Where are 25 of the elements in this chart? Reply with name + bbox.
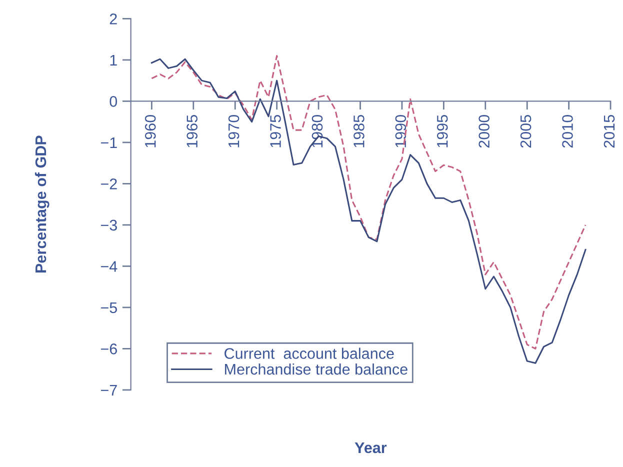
x-tick-label: 2000 — [478, 114, 490, 148]
y-tick-label: 2 — [110, 14, 117, 24]
x-tick-label: 1960 — [144, 114, 156, 148]
y-tick-label: −3 — [100, 220, 117, 231]
y-tick-label: 1 — [110, 54, 117, 66]
x-tick-label: 2005 — [520, 115, 532, 148]
x-tick-label: 1965 — [186, 115, 198, 148]
y-axis-title: Percentage of GDP — [34, 136, 50, 272]
legend-label: Merchandise trade balance — [225, 363, 408, 375]
x-tick-label: 1970 — [228, 114, 240, 148]
x-tick-label: 1985 — [354, 115, 364, 148]
x-tick-label: 1975 — [270, 115, 281, 148]
y-tick-label: −7 — [100, 384, 117, 396]
y-tick-label: −6 — [100, 344, 117, 354]
legend-label: Current account balance — [224, 348, 394, 359]
y-tick-label: 0 — [110, 96, 118, 107]
y-tick-label: −1 — [100, 137, 117, 148]
x-tick-label: 2015 — [604, 115, 615, 148]
x-tick-label: 2010 — [562, 114, 573, 148]
x-axis-title: Year — [354, 442, 387, 454]
x-tick-label: 1990 — [395, 114, 406, 148]
y-tick-label: −2 — [100, 178, 117, 190]
x-tick-label: 1995 — [436, 115, 448, 148]
y-tick-label: −5 — [100, 302, 117, 314]
y-tick-label: −4 — [100, 261, 118, 272]
